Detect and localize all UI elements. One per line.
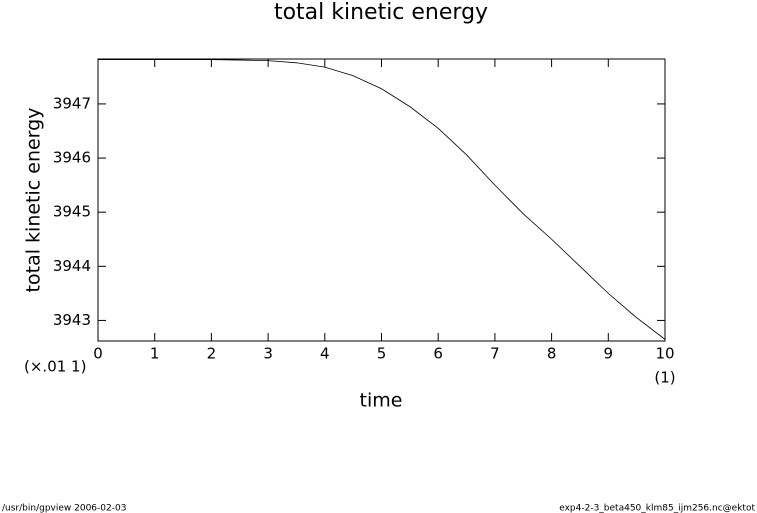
annotation: (1) [654, 369, 675, 387]
x-tick-label: 4 [320, 345, 330, 363]
x-tick-label: 9 [604, 345, 614, 363]
chart-title: total kinetic energy [274, 0, 488, 25]
y-tick-label: 3944 [53, 257, 91, 275]
x-tick-label: 10 [655, 345, 674, 363]
x-tick-label: 1 [150, 345, 160, 363]
y-tick-label: 3946 [53, 149, 91, 167]
x-tick-label: 6 [433, 345, 443, 363]
x-tick-label: 5 [377, 345, 387, 363]
plot-frame [97, 58, 666, 342]
y-axis-label: total kinetic energy [23, 108, 45, 293]
x-tick-label: 7 [490, 345, 500, 363]
y-tick-label: 3947 [53, 94, 91, 112]
x-tick-label: 3 [263, 345, 273, 363]
x-tick-label: 8 [547, 345, 557, 363]
footer-right: exp4-2-3_beta450_klm85_ijm256.nc@ektot [559, 504, 755, 513]
x-tick-label: 2 [207, 345, 217, 363]
footer-left: /usr/bin/gpview 2006-02-03 [2, 504, 126, 513]
data-line [98, 59, 666, 340]
x-tick-label: 0 [93, 345, 103, 363]
y-tick-label: 3945 [53, 203, 91, 221]
annotation: (×.01 1) [24, 358, 86, 376]
x-axis-label: time [360, 390, 403, 412]
y-tick-label: 3943 [53, 311, 91, 329]
